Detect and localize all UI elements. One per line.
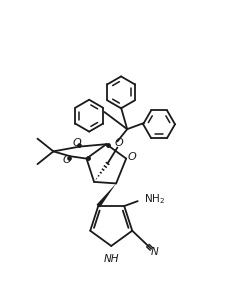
Text: O: O <box>127 152 136 162</box>
Polygon shape <box>97 183 116 207</box>
Text: NH: NH <box>103 254 119 264</box>
Text: NH$_2$: NH$_2$ <box>144 192 165 206</box>
Text: O: O <box>62 155 71 165</box>
Text: O: O <box>114 138 123 148</box>
Text: N: N <box>150 247 158 257</box>
Text: O: O <box>72 138 81 148</box>
